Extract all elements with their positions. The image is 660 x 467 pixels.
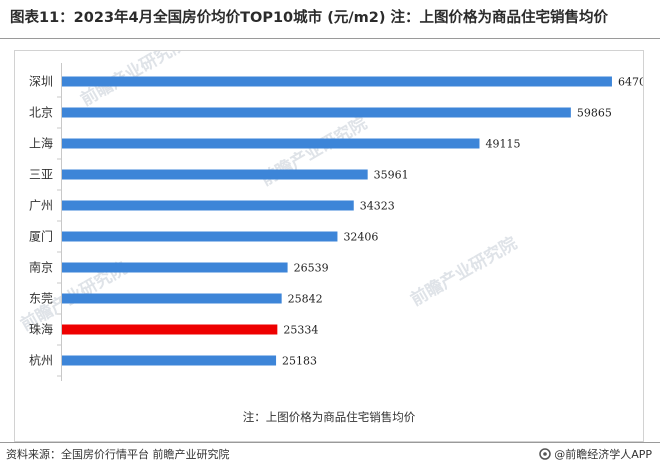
category-label: 东莞 (29, 292, 53, 306)
category-label: 珠海 (29, 322, 53, 337)
chart-frame: 前瞻产业研究院 前瞻产业研究院 前瞻产业研究院 前瞻产业研究院 深圳 64701 北… (14, 50, 644, 442)
category-label: 三亚 (29, 168, 53, 182)
category-label: 杭州 (29, 353, 53, 368)
bar (62, 355, 277, 366)
data-label: 34323 (360, 200, 395, 213)
bar (62, 200, 354, 211)
brand-logo-icon (539, 448, 551, 460)
data-label: 25842 (288, 293, 323, 306)
bar (62, 231, 338, 242)
bar (62, 169, 368, 180)
category-label: 上海 (29, 136, 53, 151)
data-label: 59865 (577, 107, 612, 120)
data-label: 35961 (374, 169, 409, 182)
category-label: 厦门 (29, 229, 53, 244)
bar (62, 324, 278, 335)
bar (62, 76, 612, 87)
bar-chart: 前瞻产业研究院 前瞻产业研究院 前瞻产业研究院 前瞻产业研究院 深圳 64701 北… (17, 51, 643, 424)
footer-divider (0, 442, 660, 443)
chart-title: 图表11：2023年4月全国房价均价TOP10城市 (元/m2) 注：上图价格为… (10, 10, 608, 26)
data-label: 25334 (283, 324, 318, 337)
bar (62, 107, 571, 118)
bar (62, 293, 282, 304)
category-label: 北京 (29, 106, 53, 120)
data-label: 49115 (485, 138, 520, 151)
data-label: 64701 (618, 76, 643, 89)
brand-text: @前瞻经济学人APP (554, 448, 652, 461)
category-label: 深圳 (29, 75, 53, 89)
data-label: 26539 (294, 262, 329, 275)
data-label: 32406 (343, 231, 378, 244)
category-label: 南京 (29, 260, 53, 275)
source-text: 资料来源：全国房价行情平台 前瞻产业研究院 (6, 448, 230, 461)
data-label: 25183 (282, 355, 317, 368)
bars-group: 深圳 64701 北京 59865 上海 49115 三亚 35961 广州 34323 厦门 324… (29, 75, 643, 377)
category-label: 广州 (29, 199, 53, 213)
chart-note: 注：上图价格为商品住宅销售均价 (243, 410, 416, 424)
brand-credit: @前瞻经济学人APP (539, 446, 652, 462)
watermark-3: 前瞻产业研究院 (407, 233, 521, 311)
title-divider (0, 38, 660, 39)
bar (62, 262, 288, 273)
watermarks: 前瞻产业研究院 前瞻产业研究院 前瞻产业研究院 前瞻产业研究院 (17, 51, 521, 335)
bar (62, 138, 480, 149)
